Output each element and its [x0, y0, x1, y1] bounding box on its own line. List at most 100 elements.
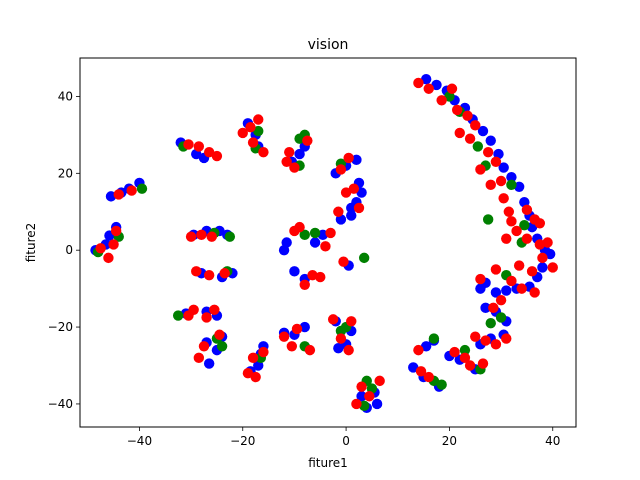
- data-point: [278, 331, 290, 342]
- data-point: [343, 152, 354, 164]
- data-point: [521, 204, 533, 216]
- data-point: [108, 239, 119, 250]
- data-point: [346, 316, 357, 327]
- x-tick-label: 0: [342, 434, 350, 448]
- data-point: [245, 121, 256, 133]
- data-point: [258, 146, 269, 158]
- data-point: [482, 146, 494, 158]
- data-point: [209, 304, 220, 315]
- data-point: [506, 216, 517, 227]
- series-1: [92, 91, 530, 412]
- data-point: [281, 156, 292, 167]
- data-point: [201, 312, 212, 323]
- axes-layer: −40 −20 0 20 40 −40 −20 0 20 40: [48, 89, 561, 448]
- data-point: [193, 141, 205, 152]
- data-point: [470, 120, 481, 131]
- data-point: [113, 189, 124, 200]
- data-point: [356, 381, 367, 392]
- data-point: [459, 344, 471, 356]
- data-point: [206, 231, 217, 242]
- data-point: [196, 229, 207, 241]
- data-point: [475, 164, 486, 175]
- data-point: [506, 171, 517, 183]
- x-tick-label: 20: [442, 434, 457, 448]
- x-tick-label: 40: [545, 434, 560, 448]
- data-point: [480, 302, 491, 314]
- data-point: [475, 273, 486, 285]
- data-point: [289, 162, 300, 173]
- data-point: [309, 237, 321, 248]
- data-point: [516, 283, 527, 294]
- data-point: [501, 233, 512, 244]
- data-point: [299, 279, 310, 290]
- data-point: [488, 302, 499, 314]
- data-point: [482, 214, 494, 225]
- data-point: [495, 312, 507, 323]
- data-point: [519, 220, 530, 231]
- data-point: [521, 233, 533, 244]
- data-point: [490, 339, 502, 350]
- data-point: [237, 127, 248, 139]
- data-point: [490, 287, 502, 298]
- data-point: [477, 125, 489, 137]
- data-point: [544, 248, 556, 260]
- data-point: [289, 266, 300, 277]
- data-point: [191, 266, 202, 277]
- data-point: [242, 367, 254, 379]
- data-point: [534, 218, 546, 229]
- data-point: [542, 237, 553, 248]
- data-point: [464, 133, 476, 144]
- data-point: [291, 323, 303, 335]
- data-point: [203, 358, 215, 369]
- data-point: [172, 310, 184, 321]
- data-point: [325, 227, 336, 239]
- data-point: [490, 264, 502, 275]
- data-point: [371, 398, 383, 410]
- data-point: [353, 202, 365, 214]
- data-point: [495, 175, 507, 187]
- data-point: [253, 125, 264, 137]
- data-point: [358, 252, 370, 264]
- data-point: [247, 137, 259, 148]
- data-point: [537, 252, 548, 264]
- data-point: [320, 241, 331, 252]
- data-point: [258, 346, 269, 358]
- data-point: [459, 352, 471, 364]
- data-point: [193, 352, 205, 364]
- data-point: [351, 398, 362, 410]
- y-tick-label: −20: [48, 320, 73, 334]
- data-point: [294, 221, 305, 233]
- data-point: [95, 243, 106, 254]
- data-point: [253, 114, 264, 125]
- x-axis-label: fiture1: [308, 456, 348, 470]
- data-point: [511, 225, 522, 237]
- data-point: [451, 104, 463, 116]
- data-point: [356, 391, 367, 402]
- chart-title: vision: [308, 37, 349, 53]
- data-point: [183, 139, 194, 150]
- data-point: [495, 294, 507, 306]
- data-point: [431, 79, 442, 91]
- data-point: [529, 287, 540, 298]
- data-point: [428, 333, 440, 344]
- data-point: [423, 83, 434, 94]
- y-tick-label: 40: [58, 89, 73, 103]
- data-point: [436, 379, 447, 390]
- y-tick-label: 0: [65, 243, 73, 257]
- data-point: [203, 146, 215, 158]
- data-point: [309, 227, 321, 239]
- data-point: [304, 344, 316, 356]
- data-point: [485, 179, 496, 191]
- data-point: [348, 183, 360, 194]
- data-point: [333, 206, 344, 217]
- data-point: [346, 210, 357, 221]
- y-axis-label: fiture2: [24, 223, 38, 263]
- data-point: [475, 283, 486, 294]
- plot-frame: [79, 57, 577, 428]
- data-point: [302, 135, 313, 146]
- data-point: [498, 162, 509, 173]
- data-point: [338, 256, 349, 267]
- data-point: [250, 371, 261, 383]
- data-point: [224, 231, 236, 242]
